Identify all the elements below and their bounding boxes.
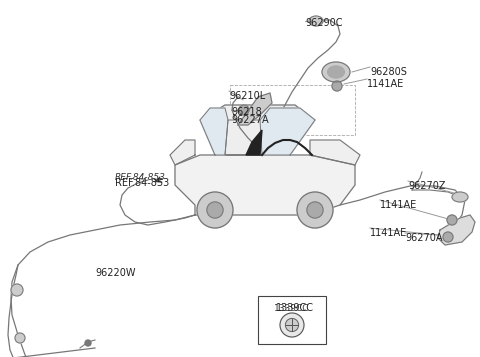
Polygon shape	[310, 140, 360, 165]
Circle shape	[207, 202, 223, 218]
Text: 96280S: 96280S	[370, 67, 407, 77]
Text: 1141AE: 1141AE	[367, 79, 404, 89]
Text: 96227A: 96227A	[231, 115, 269, 125]
Circle shape	[286, 318, 299, 332]
Polygon shape	[238, 93, 272, 125]
Text: 96210L: 96210L	[229, 91, 265, 101]
Circle shape	[307, 202, 323, 218]
Polygon shape	[438, 215, 475, 245]
Polygon shape	[175, 155, 355, 215]
Text: 96220W: 96220W	[95, 268, 135, 278]
Circle shape	[11, 284, 23, 296]
Text: 1339CC: 1339CC	[276, 303, 314, 313]
Text: REF.84-853: REF.84-853	[115, 172, 166, 181]
Text: 96290C: 96290C	[305, 18, 343, 28]
Circle shape	[332, 81, 342, 91]
Circle shape	[85, 340, 91, 346]
Polygon shape	[200, 108, 228, 155]
Text: 96270Z: 96270Z	[408, 181, 445, 191]
Polygon shape	[246, 130, 262, 155]
Text: 1141AE: 1141AE	[370, 228, 407, 238]
Polygon shape	[200, 105, 315, 155]
Text: 1339CC: 1339CC	[274, 304, 310, 313]
Polygon shape	[260, 108, 315, 155]
Ellipse shape	[452, 192, 468, 202]
Text: 96270A: 96270A	[405, 233, 443, 243]
Circle shape	[443, 232, 453, 242]
Circle shape	[197, 192, 233, 228]
Ellipse shape	[309, 16, 323, 26]
Text: REF.84-853: REF.84-853	[115, 178, 169, 188]
Ellipse shape	[327, 66, 344, 78]
Circle shape	[447, 215, 457, 225]
Polygon shape	[170, 140, 195, 165]
Text: 1141AE: 1141AE	[380, 200, 417, 210]
Bar	[258, 296, 326, 344]
Circle shape	[280, 313, 304, 337]
Ellipse shape	[322, 62, 350, 82]
Circle shape	[297, 192, 333, 228]
Text: 96218: 96218	[231, 107, 262, 117]
Circle shape	[239, 105, 249, 115]
Circle shape	[15, 333, 25, 343]
